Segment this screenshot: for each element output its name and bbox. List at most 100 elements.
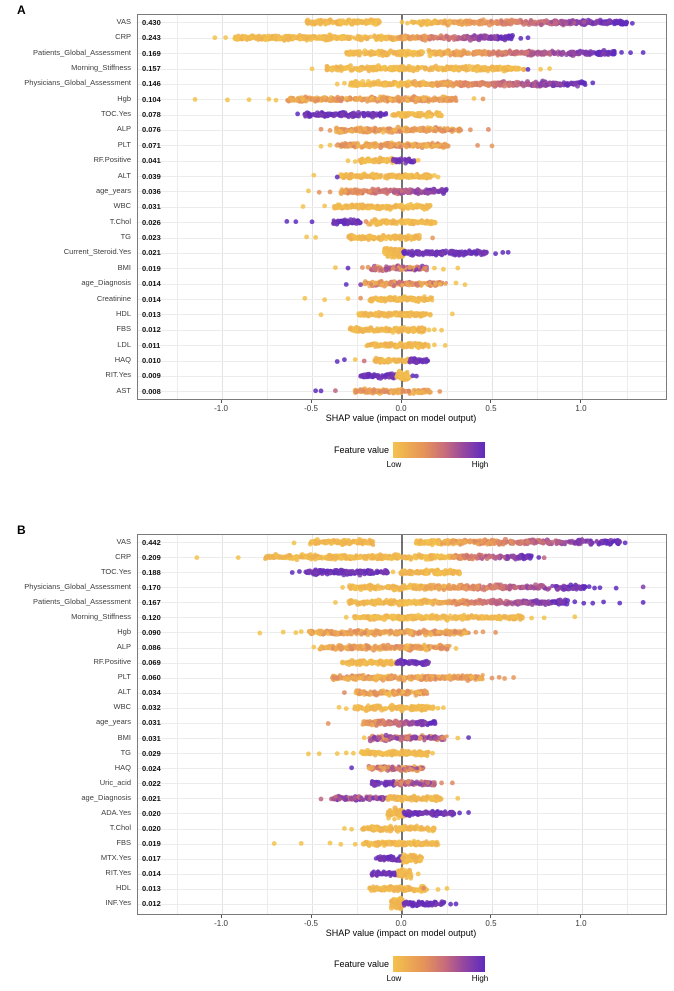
feature-label: HDL bbox=[115, 883, 131, 893]
feature-mean-abs-shap-value: 0.031 bbox=[142, 718, 161, 728]
legend-low-label: Low bbox=[386, 974, 402, 983]
x-axis-tick-label: -1.0 bbox=[214, 404, 228, 413]
feature-label: VAS bbox=[116, 16, 131, 26]
x-axis-tick-mark bbox=[490, 915, 492, 918]
feature-label: age_Diagnosis bbox=[81, 278, 131, 288]
feature-mean-abs-shap-value: 0.034 bbox=[142, 688, 161, 698]
feature-mean-abs-shap-value: 0.243 bbox=[142, 33, 161, 43]
feature-mean-abs-shap-value: 0.010 bbox=[142, 356, 161, 366]
feature-label: HAQ bbox=[114, 355, 131, 365]
feature-mean-abs-shap-value: 0.024 bbox=[142, 763, 161, 773]
x-axis-tick-mark bbox=[220, 400, 222, 403]
feature-label: T.Chol bbox=[109, 823, 131, 833]
panel-b-beeswarm-canvas bbox=[138, 535, 666, 914]
legend-title: Feature value bbox=[333, 959, 389, 969]
x-axis-tick-label: -0.5 bbox=[304, 919, 318, 928]
feature-label: Patients_Global_Assessment bbox=[33, 47, 131, 57]
feature-mean-abs-shap-value: 0.026 bbox=[142, 217, 161, 227]
feature-mean-abs-shap-value: 0.031 bbox=[142, 733, 161, 743]
feature-value-gradient bbox=[393, 956, 485, 972]
feature-label: INF.Yes bbox=[105, 898, 131, 908]
feature-label: Physicians_Global_Assessment bbox=[24, 581, 131, 591]
feature-mean-abs-shap-value: 0.014 bbox=[142, 294, 161, 304]
feature-mean-abs-shap-value: 0.032 bbox=[142, 703, 161, 713]
legend-high-label: High bbox=[471, 974, 489, 983]
panel-b-legend: Feature value Low High bbox=[0, 956, 674, 988]
feature-mean-abs-shap-value: 0.188 bbox=[142, 567, 161, 577]
feature-mean-abs-shap-value: 0.008 bbox=[142, 386, 161, 396]
feature-mean-abs-shap-value: 0.036 bbox=[142, 186, 161, 196]
feature-mean-abs-shap-value: 0.060 bbox=[142, 673, 161, 683]
feature-label: BMI bbox=[117, 262, 131, 272]
x-axis-tick-mark bbox=[220, 915, 222, 918]
feature-label: ADA.Yes bbox=[101, 807, 131, 817]
feature-mean-abs-shap-value: 0.209 bbox=[142, 552, 161, 562]
feature-label: Morning_Stiffness bbox=[71, 611, 131, 621]
x-axis-tick-label: 0.5 bbox=[485, 404, 497, 413]
feature-label: CRP bbox=[115, 551, 131, 561]
feature-mean-abs-shap-value: 0.086 bbox=[142, 643, 161, 653]
legend-high-label: High bbox=[471, 460, 489, 469]
feature-mean-abs-shap-value: 0.041 bbox=[142, 156, 161, 166]
panel-a-x-axis-title: SHAP value (impact on model output) bbox=[325, 413, 477, 423]
x-axis-tick-mark bbox=[400, 400, 402, 403]
feature-label: BMI bbox=[117, 732, 131, 742]
feature-label: age_Diagnosis bbox=[81, 792, 131, 802]
panel-b-x-axis-title: SHAP value (impact on model output) bbox=[325, 928, 477, 938]
feature-mean-abs-shap-value: 0.014 bbox=[142, 869, 161, 879]
feature-label: PLT bbox=[117, 672, 131, 682]
feature-label: TOC.Yes bbox=[100, 566, 131, 576]
panel-a-letter: A bbox=[17, 3, 26, 17]
x-axis-tick-label: -0.5 bbox=[304, 404, 318, 413]
feature-mean-abs-shap-value: 0.014 bbox=[142, 279, 161, 289]
feature-label: TG bbox=[120, 747, 131, 757]
x-axis-tick-mark bbox=[310, 915, 312, 918]
feature-mean-abs-shap-value: 0.157 bbox=[142, 64, 161, 73]
feature-label: RF.Positive bbox=[93, 657, 131, 667]
feature-label: TG bbox=[120, 232, 131, 242]
x-axis-tick-label: 0.0 bbox=[395, 404, 407, 413]
feature-mean-abs-shap-value: 0.023 bbox=[142, 233, 161, 243]
feature-mean-abs-shap-value: 0.019 bbox=[142, 839, 161, 849]
x-axis-tick-mark bbox=[490, 400, 492, 403]
feature-label: FBS bbox=[116, 838, 131, 848]
feature-label: RIT.Yes bbox=[105, 868, 131, 878]
feature-label: Hgb bbox=[117, 93, 131, 103]
feature-mean-abs-shap-value: 0.120 bbox=[142, 612, 161, 622]
x-axis-tick-label: 1.0 bbox=[575, 404, 587, 413]
x-axis-tick-label: 0.5 bbox=[485, 919, 497, 928]
x-axis-tick-label: 0.0 bbox=[395, 919, 407, 928]
feature-label: ALT bbox=[117, 687, 131, 697]
x-axis-tick-mark bbox=[580, 915, 582, 918]
feature-label: FBS bbox=[116, 324, 131, 334]
feature-label: CRP bbox=[115, 32, 131, 42]
feature-mean-abs-shap-value: 0.017 bbox=[142, 854, 161, 864]
feature-label: LDL bbox=[117, 339, 131, 349]
feature-mean-abs-shap-value: 0.430 bbox=[142, 17, 161, 27]
feature-mean-abs-shap-value: 0.169 bbox=[142, 48, 161, 58]
feature-label: ALP bbox=[116, 124, 131, 134]
panel-a-legend: Feature value Low High bbox=[0, 442, 674, 474]
feature-mean-abs-shap-value: 0.090 bbox=[142, 627, 161, 637]
feature-label: TOC.Yes bbox=[100, 109, 131, 119]
feature-mean-abs-shap-value: 0.013 bbox=[142, 884, 161, 894]
feature-mean-abs-shap-value: 0.009 bbox=[142, 371, 161, 381]
feature-label: Creatinine bbox=[96, 293, 131, 303]
feature-label: RIT.Yes bbox=[105, 370, 131, 380]
feature-label: VAS bbox=[116, 536, 131, 546]
feature-mean-abs-shap-value: 0.029 bbox=[142, 748, 161, 758]
feature-mean-abs-shap-value: 0.031 bbox=[142, 202, 161, 212]
feature-label: Morning_Stiffness bbox=[71, 63, 131, 72]
x-axis-tick-mark bbox=[400, 915, 402, 918]
feature-label: AST bbox=[116, 385, 131, 395]
x-axis-tick-label: -1.0 bbox=[214, 919, 228, 928]
feature-mean-abs-shap-value: 0.076 bbox=[142, 125, 161, 135]
feature-label: Physicians_Global_Assessment bbox=[24, 78, 131, 88]
feature-mean-abs-shap-value: 0.078 bbox=[142, 110, 161, 120]
feature-label: WBC bbox=[113, 702, 132, 712]
feature-mean-abs-shap-value: 0.012 bbox=[142, 899, 161, 909]
feature-mean-abs-shap-value: 0.104 bbox=[142, 94, 161, 104]
feature-mean-abs-shap-value: 0.011 bbox=[142, 340, 161, 350]
feature-label: MTX.Yes bbox=[100, 853, 131, 863]
legend-title: Feature value bbox=[333, 445, 389, 455]
